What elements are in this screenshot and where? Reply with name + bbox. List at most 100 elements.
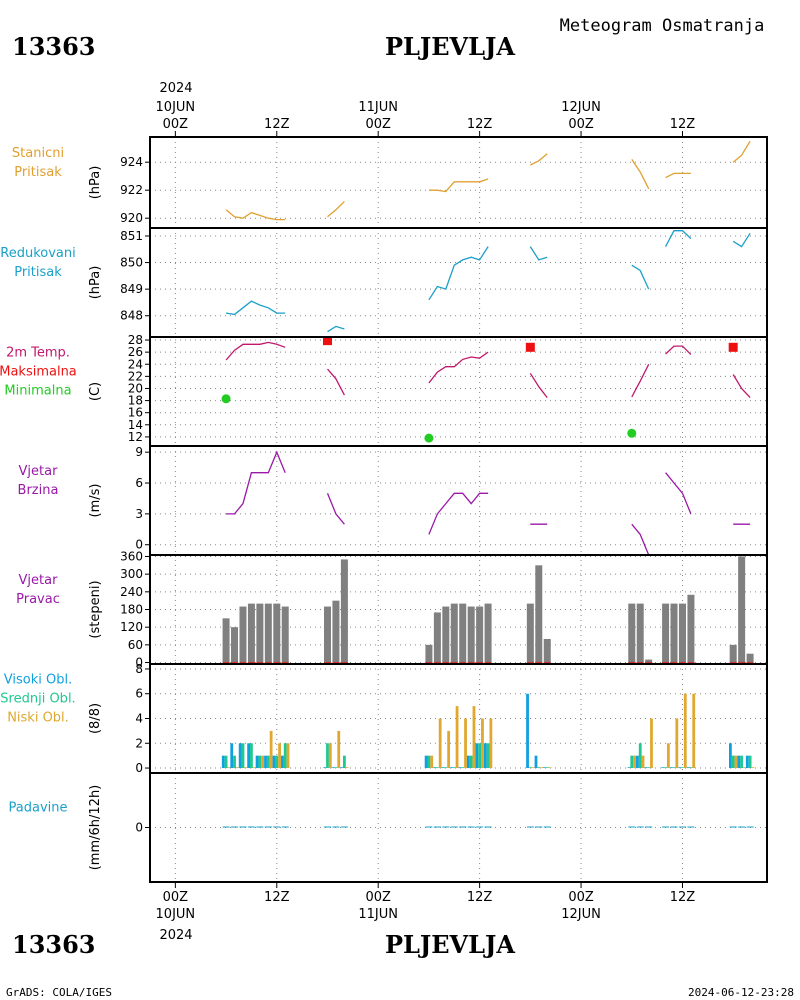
series-line-segment [225,341,286,361]
station-name-bottom: PLJEVLJA [385,930,515,959]
hour-label: 12Z [467,117,493,132]
unit-label: (m/s) [88,484,103,518]
cloud-bar-cloud_high [745,755,749,769]
cloud-bar-cloud_low [666,743,670,769]
cloud-bar-cloud_low [751,767,755,769]
wind-direction-bar [247,603,255,663]
cloud-bar-cloud_mid [478,743,482,769]
cloud-bar-cloud_high [340,767,343,769]
day-label: 11JUN [358,907,398,922]
panel-label: Vjetar [19,573,59,588]
panel-label: Redukovani [0,246,75,261]
hour-label: 00Z [163,890,189,905]
panel-label: Brzina [18,483,59,498]
precip-bar [636,826,644,828]
cloud-bar-cloud_low [548,767,552,769]
precip-bar [264,826,272,828]
panel-frame [149,445,768,556]
series-line-segment [732,140,751,163]
y-tick-label: 240 [120,585,143,599]
y-tick-label: 120 [120,620,143,634]
precip-bar [526,826,534,828]
station-name-top: PLJEVLJA [385,32,515,61]
series-line-segment [665,172,691,179]
precip-bar [222,826,230,828]
precip-bar [662,826,670,828]
cloud-bar-cloud_high [669,767,673,769]
y-tick-label: 922 [120,183,143,197]
y-tick-label: 2 [135,736,143,750]
wind-direction-bar [256,603,264,663]
cloud-bar-cloud_low [269,730,273,769]
top-time-axis: 00Z 12Z 00Z 12Z 00Z 12Z 10JUN 11JUN 12JUN [156,100,695,137]
cloud-bar-cloud_high [247,743,251,769]
cloud-bar-cloud_mid [545,767,549,769]
cloud-bar-cloud_mid [266,755,270,769]
cloud-bar-cloud_high [636,755,639,769]
footer-left: GrADS: COLA/IGES [6,986,112,999]
wind-direction-bar [281,606,289,663]
station-id-bottom: 13363 [12,930,96,959]
cloud-bar-cloud_high [281,755,284,769]
cloud-bar-cloud_mid [326,743,329,769]
precip-bar [628,826,636,828]
bottom-time-axis: 00Z 12Z 00Z 12Z 00Z 12Z 10JUN 11JUN 12JUN [156,882,695,922]
cloud-bar-cloud_high [543,767,546,769]
wind-direction-bar [738,556,746,663]
cloud-bar-cloud_low [540,767,543,769]
precip-bar [678,826,686,828]
cloud-bar-cloud_low [481,718,484,769]
cloud-bar-cloud_low [675,718,679,769]
panel-label: Stanicni [12,146,64,161]
cloud-bar-cloud_mid [258,755,262,769]
cloud-bar-cloud_low [734,755,738,769]
y-tick-label: 0 [135,761,143,775]
panel-vjetar_pravac: 0 60 120 180 240 300 360 Vjetar Pravac (stepeni) [16,549,768,670]
y-tick-label: 0 [135,656,143,670]
panel-label: Minimalna [4,384,71,399]
panel-oblacnost: 0 2 4 6 8 Visoki Obl. Srednji Obl. Niski Obl. (8… [0,662,768,775]
y-tick-label: 6 [135,476,143,490]
panel-label: Pritisak [14,165,62,180]
precip-bar [645,826,653,828]
precip-bar [746,826,754,828]
wind-direction-bar [662,603,670,663]
wind-direction-bar [678,603,686,663]
y-tick-label: 8 [135,662,143,676]
precip-bar [231,826,239,828]
wind-direction-bar [543,638,551,663]
cloud-bar-cloud_high [272,755,276,769]
cloud-bar-cloud_mid [427,755,431,769]
precip-bar [332,826,340,828]
series-line-segment [665,230,692,247]
wind-direction-bar [442,606,450,663]
y-tick-label: 18 [128,394,143,408]
y-tick-label: 180 [120,603,143,617]
panel-stanicni_pritisak: 920 922 924 Stanicni Pritisak (hPa) [12,136,768,229]
cloud-bar-cloud_high [678,767,682,769]
cloud-bar-cloud_low [235,767,239,769]
wind-direction-bar [467,606,475,663]
cloud-bar-cloud_mid [224,755,228,769]
cloud-bar-cloud_low [489,718,493,769]
cloud-bar-cloud_mid [283,743,287,769]
y-tick-label: 6 [135,687,143,701]
cloud-bar-cloud_high [255,755,259,769]
precip-bar [459,826,467,828]
station-id-top: 13363 [12,32,96,61]
series-line-segment [665,345,692,356]
cloud-bar-cloud_low [286,743,290,769]
max-temp-marker [525,342,535,352]
wind-direction-bar [332,600,340,663]
series-line-segment [326,493,345,525]
day-label: 12JUN [561,907,601,922]
precip-bar [433,826,441,828]
y-tick-label: 9 [135,445,143,459]
precip-bar [340,826,348,828]
cloud-bar-cloud_mid [435,767,439,769]
unit-label: (stepeni) [88,580,103,638]
series-line-segment [631,523,650,556]
